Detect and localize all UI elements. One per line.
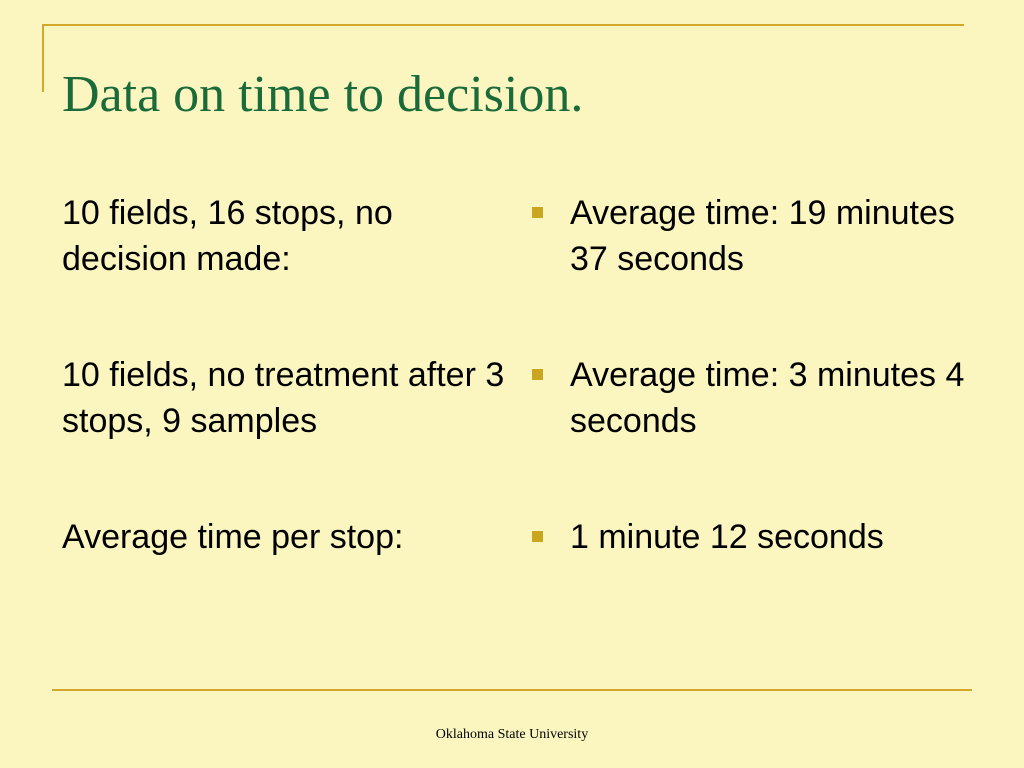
- left-item-1: 10 fields, 16 stops, no decision made:: [62, 194, 393, 278]
- left-item-2: 10 fields, no treatment after 3 stops, 9…: [62, 356, 505, 440]
- left-item-3: Average time per stop:: [62, 518, 404, 556]
- right-item-text: Average time: 3 minutes 4 seconds: [570, 356, 965, 440]
- slide-title: Data on time to decision.: [62, 66, 584, 123]
- square-bullet-icon: [532, 531, 543, 542]
- right-item-text: Average time: 19 minutes 37 seconds: [570, 194, 955, 278]
- footer-text: Oklahoma State University: [435, 727, 589, 742]
- right-item-text: 1 minute 12 seconds: [570, 518, 884, 556]
- square-bullet-icon: [532, 369, 543, 380]
- frame-left-line: [42, 24, 44, 92]
- footer-divider: [52, 689, 972, 691]
- square-bullet-icon: [532, 207, 543, 218]
- frame-top-line: [42, 24, 964, 26]
